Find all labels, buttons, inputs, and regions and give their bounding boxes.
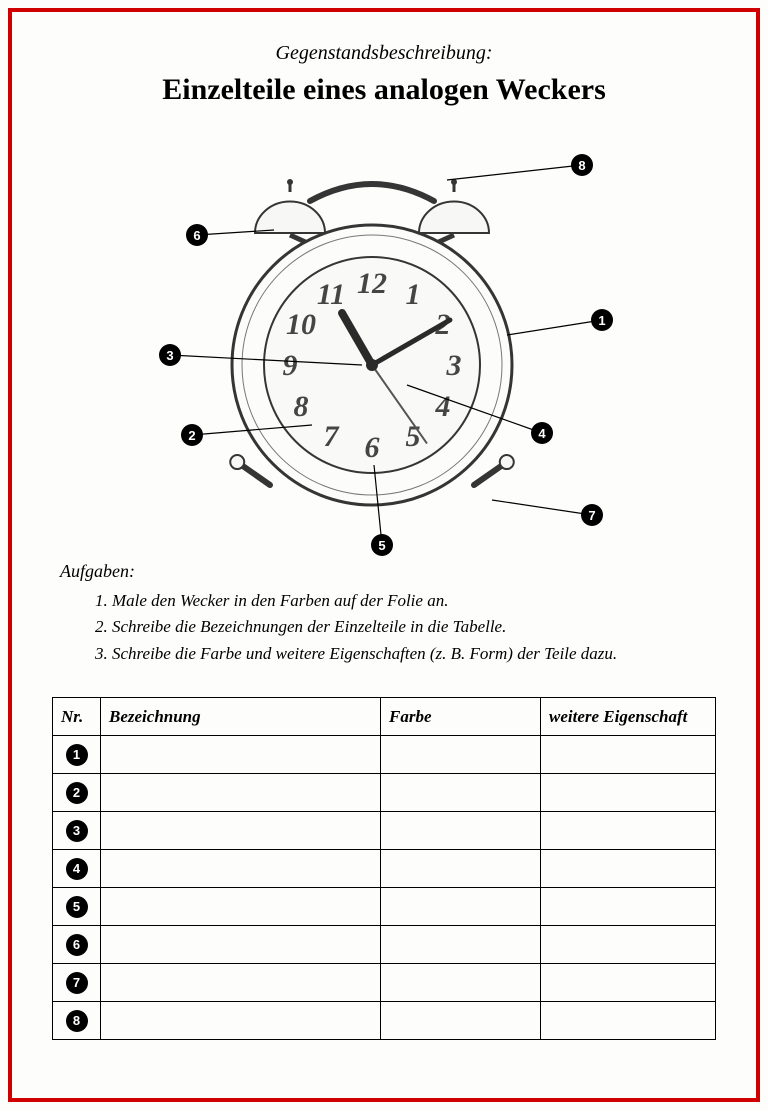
row-number-badge: 5 (66, 896, 88, 918)
table-row: 4 (53, 850, 716, 888)
cell-bezeichnung[interactable] (101, 736, 381, 774)
svg-text:7: 7 (324, 420, 340, 453)
row-number-badge: 6 (66, 934, 88, 956)
cell-farbe[interactable] (381, 1002, 541, 1040)
table-row: 2 (53, 774, 716, 812)
task-item: Schreibe die Farbe und weitere Eigenscha… (112, 641, 716, 667)
row-number-badge: 3 (66, 820, 88, 842)
table-row: 3 (53, 812, 716, 850)
cell-farbe[interactable] (381, 736, 541, 774)
page-subtitle: Gegenstandsbeschreibung: (52, 42, 716, 65)
row-number-badge: 7 (66, 972, 88, 994)
task-item: Schreibe die Bezeichnungen der Einzeltei… (112, 614, 716, 640)
row-number-cell: 7 (53, 964, 101, 1002)
cell-farbe[interactable] (381, 812, 541, 850)
table-row: 8 (53, 1002, 716, 1040)
row-number-badge: 8 (66, 1010, 88, 1032)
page-title: Einzelteile eines analogen Weckers (52, 73, 716, 107)
table-row: 5 (53, 888, 716, 926)
table-row: 1 (53, 736, 716, 774)
svg-text:6: 6 (365, 431, 380, 464)
callout-marker-6: 6 (186, 224, 208, 246)
cell-eigenschaft[interactable] (541, 926, 716, 964)
cell-eigenschaft[interactable] (541, 774, 716, 812)
svg-text:9: 9 (283, 349, 298, 382)
callout-marker-4: 4 (531, 422, 553, 444)
parts-table: Nr. Bezeichnung Farbe weitere Eigenschaf… (52, 697, 716, 1040)
callout-marker-2: 2 (181, 424, 203, 446)
cell-bezeichnung[interactable] (101, 888, 381, 926)
svg-text:10: 10 (286, 308, 316, 341)
callout-marker-5: 5 (371, 534, 393, 556)
row-number-badge: 1 (66, 744, 88, 766)
task-list: Male den Wecker in den Farben auf der Fo… (52, 588, 716, 667)
task-item: Male den Wecker in den Farben auf der Fo… (112, 588, 716, 614)
cell-farbe[interactable] (381, 888, 541, 926)
cell-farbe[interactable] (381, 850, 541, 888)
svg-text:3: 3 (446, 349, 462, 382)
table-row: 7 (53, 964, 716, 1002)
cell-eigenschaft[interactable] (541, 888, 716, 926)
cell-bezeichnung[interactable] (101, 812, 381, 850)
cell-eigenschaft[interactable] (541, 736, 716, 774)
cell-farbe[interactable] (381, 774, 541, 812)
table-header-row: Nr. Bezeichnung Farbe weitere Eigenschaf… (53, 698, 716, 736)
cell-bezeichnung[interactable] (101, 926, 381, 964)
cell-bezeichnung[interactable] (101, 964, 381, 1002)
row-number-badge: 4 (66, 858, 88, 880)
tasks-heading: Aufgaben: (60, 561, 716, 582)
col-farbe: Farbe (381, 698, 541, 736)
svg-text:11: 11 (317, 278, 345, 311)
row-number-badge: 2 (66, 782, 88, 804)
cell-bezeichnung[interactable] (101, 774, 381, 812)
row-number-cell: 5 (53, 888, 101, 926)
svg-text:4: 4 (435, 390, 451, 423)
table-row: 6 (53, 926, 716, 964)
callout-marker-7: 7 (581, 504, 603, 526)
cell-bezeichnung[interactable] (101, 1002, 381, 1040)
row-number-cell: 8 (53, 1002, 101, 1040)
row-number-cell: 2 (53, 774, 101, 812)
clock-diagram: 121234567891011 86132475 (52, 125, 722, 555)
row-number-cell: 6 (53, 926, 101, 964)
cell-farbe[interactable] (381, 964, 541, 1002)
col-nr: Nr. (53, 698, 101, 736)
row-number-cell: 1 (53, 736, 101, 774)
cell-eigenschaft[interactable] (541, 812, 716, 850)
col-eigenschaft: weitere Eigenschaft (541, 698, 716, 736)
cell-eigenschaft[interactable] (541, 850, 716, 888)
cell-farbe[interactable] (381, 926, 541, 964)
cell-eigenschaft[interactable] (541, 1002, 716, 1040)
callout-marker-1: 1 (591, 309, 613, 331)
cell-eigenschaft[interactable] (541, 964, 716, 1002)
svg-text:12: 12 (357, 267, 387, 300)
svg-text:8: 8 (293, 390, 308, 423)
svg-text:1: 1 (406, 278, 421, 311)
row-number-cell: 4 (53, 850, 101, 888)
callout-marker-3: 3 (159, 344, 181, 366)
worksheet-page: Gegenstandsbeschreibung: Einzelteile ein… (8, 8, 760, 1102)
col-bezeichnung: Bezeichnung (101, 698, 381, 736)
cell-bezeichnung[interactable] (101, 850, 381, 888)
callout-marker-8: 8 (571, 154, 593, 176)
row-number-cell: 3 (53, 812, 101, 850)
